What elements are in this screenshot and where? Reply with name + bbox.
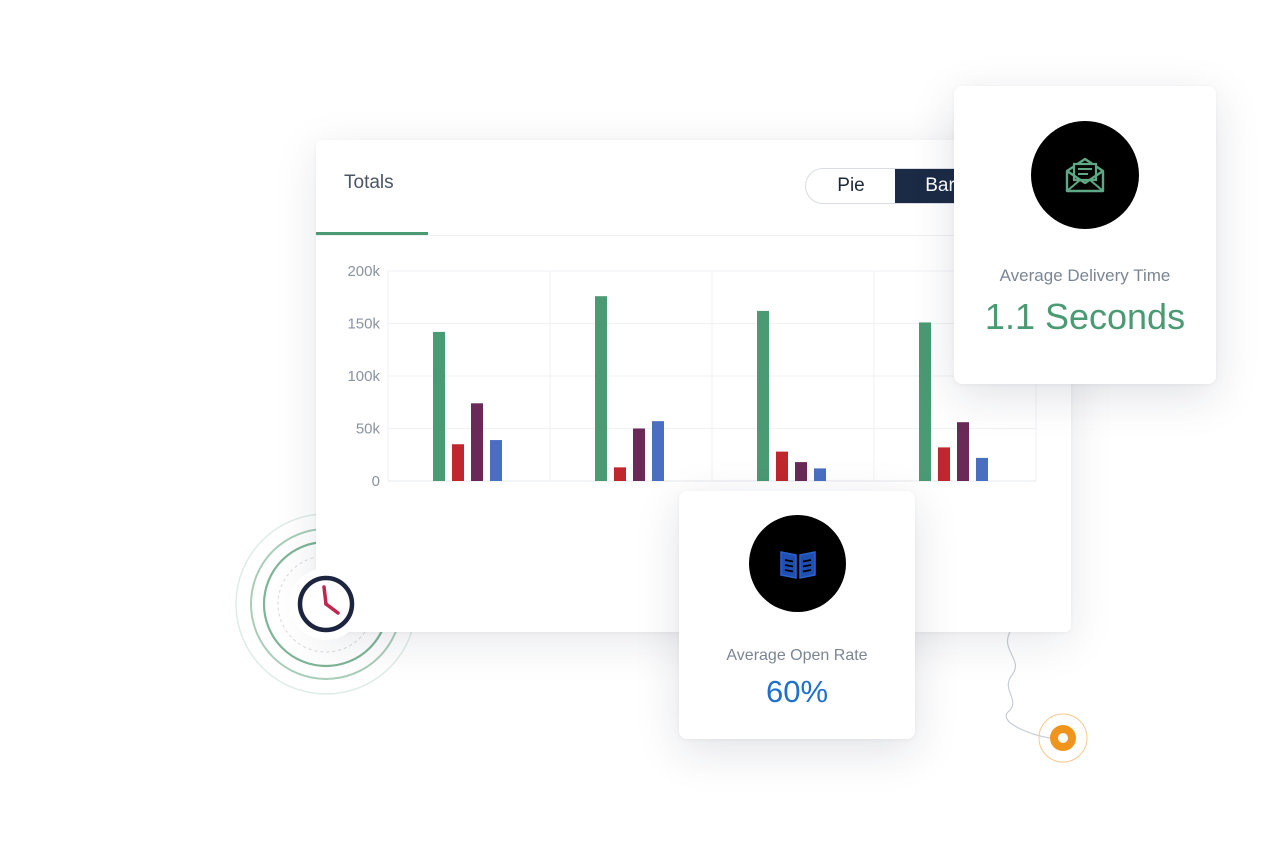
open-rate-card: Average Open Rate 60%: [679, 491, 915, 739]
open-rate-value: 60%: [765, 674, 829, 709]
delivery-time-card: Average Delivery Time 1.1 Seconds: [954, 86, 1216, 384]
bar: [957, 422, 969, 481]
bar: [757, 310, 769, 481]
y-tick-label: 200k: [347, 263, 380, 280]
bar: [919, 322, 931, 481]
delivery-time-value: 1.1 Seconds: [984, 296, 1186, 337]
y-tick-label: 150k: [347, 316, 380, 333]
bar: [795, 462, 807, 481]
open-rate-label: Average Open Rate: [726, 647, 868, 664]
bar: [814, 468, 826, 481]
y-tick-label: 100k: [347, 368, 380, 385]
open-rate-icon-badge: [749, 515, 846, 612]
bar: [633, 428, 645, 481]
bar-chart: 200k 150k 100k 50k 0: [347, 263, 1037, 490]
bar: [614, 467, 626, 481]
bar: [490, 440, 502, 481]
open-envelope-icon: [1065, 157, 1105, 193]
delivery-time-label: Average Delivery Time: [999, 266, 1171, 285]
bar: [595, 296, 607, 481]
bar: [652, 421, 664, 481]
y-tick-label: 0: [372, 473, 380, 490]
tab-totals-label: Totals: [344, 172, 394, 193]
bar: [433, 331, 445, 481]
open-book-icon: [779, 550, 816, 579]
bar: [976, 457, 988, 481]
bar: [471, 403, 483, 481]
tab-totals[interactable]: Totals: [316, 140, 428, 235]
bar: [776, 451, 788, 481]
delivery-icon-badge: [1031, 121, 1139, 229]
y-tick-label: 50k: [356, 421, 381, 438]
bar: [452, 444, 464, 481]
bar: [938, 447, 950, 481]
orange-target-icon: [1038, 713, 1088, 763]
wavy-connector: [1005, 631, 1051, 739]
pie-toggle-button[interactable]: Pie: [837, 175, 865, 196]
